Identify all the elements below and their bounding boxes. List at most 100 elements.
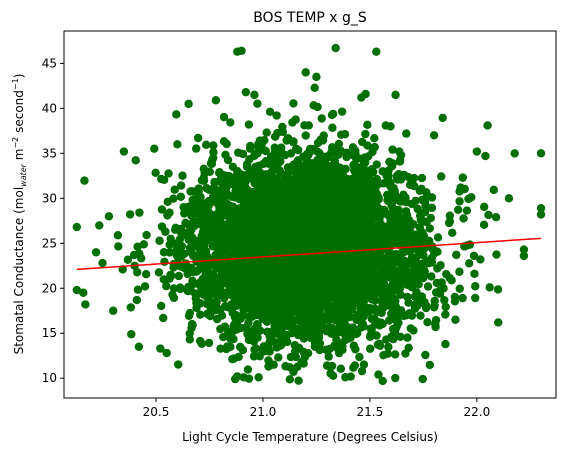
data-point	[377, 297, 386, 306]
data-point	[140, 282, 150, 291]
data-point	[351, 213, 360, 222]
data-point	[309, 216, 318, 225]
data-point	[324, 352, 333, 361]
data-point	[344, 223, 353, 232]
data-point	[160, 257, 169, 267]
data-point	[172, 110, 181, 119]
data-point	[372, 189, 382, 198]
data-point	[423, 282, 433, 291]
data-point	[317, 317, 326, 326]
data-point	[165, 248, 174, 257]
data-point	[195, 336, 205, 346]
data-point	[361, 269, 371, 279]
data-point	[292, 222, 302, 231]
data-point	[276, 226, 285, 235]
data-point	[406, 324, 415, 333]
data-point	[386, 122, 395, 131]
data-point	[351, 149, 360, 159]
data-point	[296, 298, 305, 308]
data-point	[291, 115, 300, 124]
data-point	[433, 233, 443, 242]
data-point	[207, 212, 216, 222]
data-point	[441, 310, 450, 319]
data-point	[317, 296, 326, 305]
data-point	[299, 359, 308, 368]
data-point	[343, 259, 352, 268]
data-point	[465, 259, 474, 268]
data-point	[209, 141, 218, 150]
data-point	[167, 271, 176, 280]
data-point	[240, 295, 249, 305]
data-point	[305, 147, 315, 157]
data-point	[411, 270, 420, 280]
data-point	[243, 170, 252, 179]
data-point	[133, 285, 143, 294]
data-point	[396, 332, 405, 341]
data-point	[274, 353, 283, 362]
data-point	[284, 262, 294, 271]
data-point	[467, 193, 476, 202]
data-point	[176, 181, 186, 190]
data-point	[289, 202, 298, 212]
data-point	[254, 214, 264, 224]
data-point	[273, 128, 282, 138]
data-point	[247, 327, 257, 337]
data-point	[199, 222, 208, 231]
data-point	[157, 301, 166, 311]
data-point	[403, 211, 412, 220]
data-point	[171, 239, 181, 249]
data-point	[333, 191, 343, 201]
data-point	[369, 282, 378, 291]
data-point	[383, 190, 392, 200]
data-point	[398, 196, 407, 206]
data-point	[300, 196, 310, 205]
data-point	[414, 280, 423, 289]
data-point	[135, 249, 144, 258]
data-point	[327, 143, 337, 152]
data-point	[353, 290, 362, 299]
data-point	[293, 271, 303, 281]
data-point	[155, 236, 164, 245]
data-point	[366, 253, 375, 262]
data-point	[372, 331, 381, 340]
data-point	[228, 266, 237, 275]
data-point	[392, 266, 401, 276]
data-point	[479, 220, 489, 230]
data-point	[312, 167, 321, 177]
data-point	[323, 290, 333, 299]
data-point	[441, 339, 450, 349]
data-point	[171, 225, 180, 234]
data-point	[251, 162, 260, 172]
data-point	[251, 187, 261, 196]
data-point	[455, 197, 464, 206]
data-point	[393, 255, 403, 264]
data-point	[445, 217, 455, 226]
data-point	[188, 233, 197, 243]
data-point	[187, 249, 197, 258]
data-point	[290, 341, 300, 350]
data-point	[435, 286, 445, 295]
data-point	[125, 210, 135, 219]
data-point	[300, 325, 310, 334]
data-point	[296, 164, 305, 174]
data-point	[250, 178, 259, 188]
data-point	[151, 168, 160, 177]
data-point	[348, 143, 358, 152]
data-point	[432, 247, 441, 256]
data-point	[456, 183, 465, 192]
data-point	[289, 367, 298, 376]
data-point	[178, 171, 187, 180]
data-point	[215, 167, 224, 177]
data-point	[218, 279, 227, 288]
data-point	[328, 123, 337, 132]
data-point	[184, 99, 193, 109]
data-point	[357, 366, 367, 376]
data-point	[187, 225, 196, 234]
data-point	[317, 114, 326, 123]
data-point	[401, 225, 410, 234]
data-point	[202, 198, 211, 208]
data-point	[285, 375, 295, 384]
data-point	[310, 338, 320, 347]
data-point	[231, 276, 241, 285]
